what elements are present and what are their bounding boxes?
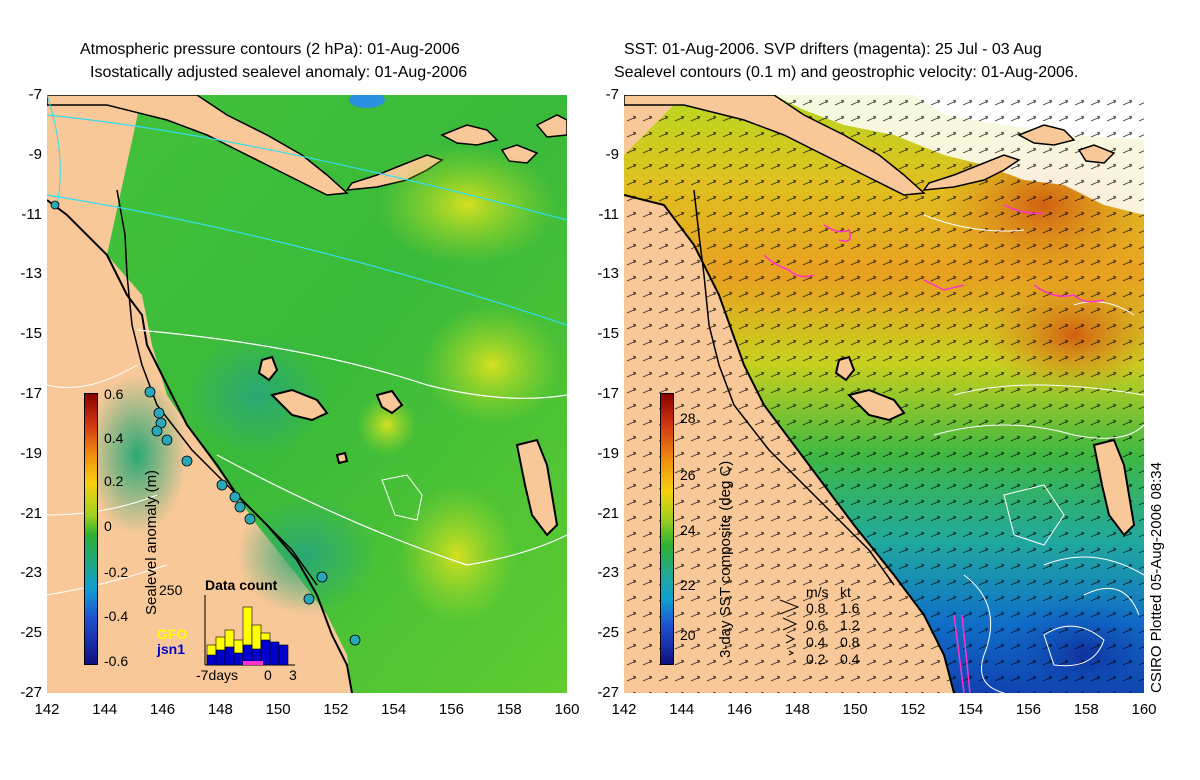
inset-xlabel: 3 — [289, 667, 297, 683]
lon-tick-label: 158 — [1073, 701, 1099, 718]
sst-map — [624, 95, 1144, 693]
lat-tick-label: -25 — [20, 624, 42, 642]
lon-tick-label: 146 — [727, 701, 753, 718]
colorbar-tick: 24 — [680, 522, 696, 538]
lon-tick-label: 154 — [381, 701, 407, 718]
lat-tick-label: -19 — [20, 444, 42, 462]
lat-tick-label: -15 — [597, 325, 619, 343]
lat-tick-label: -7 — [28, 86, 42, 103]
velocity-legend-kt: 1.6 — [840, 600, 860, 616]
velocity-legend-header-kt: kt — [840, 584, 851, 600]
colorbar-tick: 0.6 — [104, 386, 124, 402]
lon-tick-label: 150 — [842, 701, 868, 718]
australia-coast — [624, 194, 955, 693]
lat-tick-label: -27 — [20, 684, 42, 701]
inset-xlabel: -7days — [196, 667, 239, 683]
lon-tick-label: 144 — [92, 701, 118, 718]
inset-series-gfo: GFO — [157, 626, 188, 642]
lon-tick-label: 156 — [1015, 701, 1041, 718]
lat-tick-label: -23 — [597, 564, 619, 582]
lat-tick-label: -9 — [28, 145, 42, 163]
inset-series-jsn1: jsn1 — [157, 641, 186, 657]
lon-tick-label: 146 — [150, 701, 176, 718]
lon-tick-label: 152 — [323, 701, 349, 718]
colorbar-tick: -0.4 — [104, 608, 129, 624]
velocity-legend-kt: 0.8 — [840, 634, 860, 650]
colorbar-tick: 0.2 — [104, 473, 124, 489]
colorbar-tick: 0 — [104, 518, 112, 534]
lat-tick-label: -13 — [597, 265, 619, 283]
velocity-legend-ms: 0.6 — [806, 617, 826, 633]
lon-tick-label: 150 — [265, 701, 291, 718]
lon-tick-label: 144 — [669, 701, 695, 718]
lat-tick-label: -13 — [20, 265, 42, 283]
velocity-legend-kt: 0.4 — [840, 651, 860, 667]
velocity-legend-ms: 0.2 — [806, 651, 826, 667]
velocity-legend-header-ms: m/s — [806, 584, 829, 600]
colorbar-tick: 22 — [680, 577, 696, 593]
sst-colorbar — [660, 393, 674, 665]
lat-tick-label: -17 — [20, 385, 42, 402]
plot-credit: CSIRO Plotted 05-Aug-2006 08:34 — [1148, 462, 1165, 693]
lon-tick-label: 152 — [900, 701, 926, 718]
colorbar-tick: 0.4 — [104, 430, 124, 446]
lat-tick-label: -27 — [597, 684, 619, 701]
colorbar-tick: 20 — [680, 627, 696, 643]
lon-tick-label: 154 — [958, 701, 984, 718]
sealevel-colorbar — [84, 393, 98, 665]
lat-tick-label: -21 — [597, 504, 619, 522]
australia-coast — [47, 199, 353, 693]
lon-tick-label: 148 — [207, 701, 233, 718]
velocity-legend-ms: 0.4 — [806, 634, 826, 650]
colorbar-tick: 28 — [680, 410, 696, 426]
lat-tick-label: -21 — [20, 504, 42, 522]
data-count-inset — [204, 595, 295, 666]
lat-tick-label: -11 — [598, 205, 619, 223]
lat-tick-label: -19 — [597, 444, 619, 462]
lon-tick-label: 148 — [784, 701, 810, 718]
lon-tick-label: 156 — [438, 701, 464, 718]
colorbar-tick: -0.6 — [104, 653, 129, 669]
inset-ymax-label: 250 — [159, 582, 183, 598]
lat-tick-label: -17 — [597, 385, 619, 402]
lon-tick-label: 142 — [611, 701, 637, 718]
lat-tick-label: -7 — [605, 86, 619, 103]
new-guinea-land — [624, 95, 926, 196]
velocity-legend-ms: 0.8 — [806, 600, 826, 616]
lat-tick-label: -23 — [20, 564, 42, 582]
sealevel-colorbar-label: Sealevel anomaly (m) — [143, 469, 160, 615]
lat-tick-label: -11 — [21, 205, 42, 223]
lon-tick-label: 158 — [496, 701, 522, 718]
colorbar-tick: -0.2 — [104, 564, 129, 580]
velocity-legend-arrows — [779, 599, 800, 656]
new-guinea-land — [47, 95, 349, 196]
inset-xlabel: 0 — [264, 667, 272, 683]
inset-title: Data count — [205, 577, 278, 593]
sealevel-anomaly-map — [47, 95, 567, 693]
lon-tick-label: 142 — [34, 701, 60, 718]
sst-colorbar-label: 3-day SST composite (deg C) — [717, 460, 734, 658]
right-title-line1: SST: 01-Aug-2006. SVP drifters (magenta)… — [624, 41, 1042, 58]
right-title-line2: Sealevel contours (0.1 m) and geostrophi… — [614, 64, 1079, 81]
lat-tick-label: -25 — [597, 624, 619, 642]
lon-tick-label: 160 — [554, 701, 580, 718]
lon-tick-label: 160 — [1131, 701, 1157, 718]
velocity-legend-kt: 1.2 — [840, 617, 860, 633]
lat-tick-label: -15 — [20, 325, 42, 343]
left-title-line1: Atmospheric pressure contours (2 hPa): 0… — [80, 41, 460, 58]
lat-tick-label: -9 — [605, 145, 619, 163]
colorbar-tick: 26 — [680, 467, 696, 483]
left-title-line2: Isostatically adjusted sealevel anomaly:… — [90, 64, 468, 81]
